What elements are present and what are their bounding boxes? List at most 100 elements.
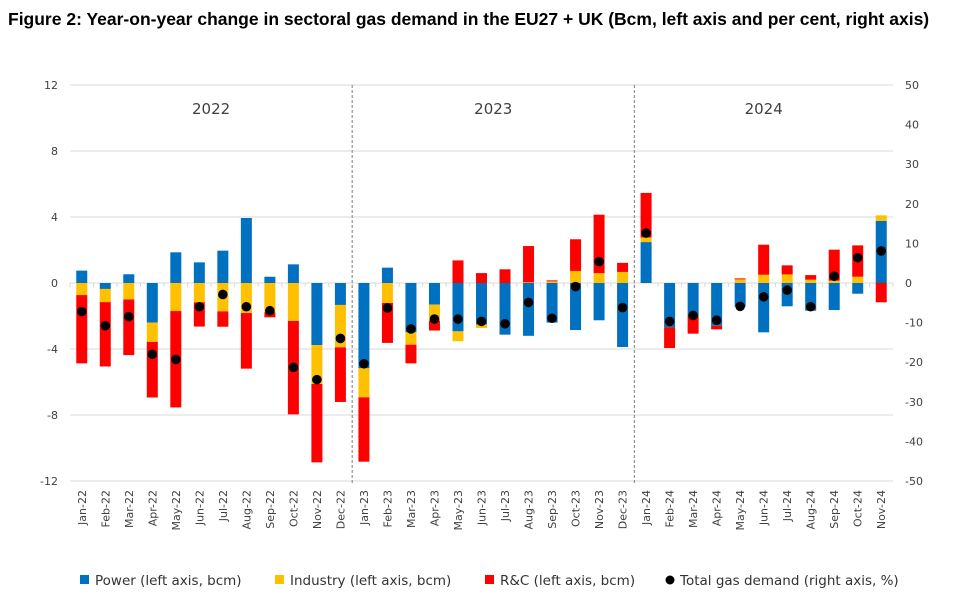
- legend-marker-total: [665, 575, 675, 585]
- x-axis-tick-label: Dec-22: [334, 490, 347, 529]
- left-axis-tick-label: 0: [51, 277, 58, 290]
- bar-rc: [711, 325, 723, 330]
- bar-power: [546, 283, 558, 323]
- bar-industry: [240, 283, 252, 314]
- x-axis-tick-label: May-22: [170, 490, 183, 531]
- bar-power: [805, 283, 817, 311]
- bar-industry: [76, 283, 88, 296]
- x-axis-tick-label: May-23: [452, 490, 465, 531]
- bar-industry: [170, 283, 182, 312]
- bar-power: [734, 283, 746, 307]
- bar-industry: [358, 368, 370, 398]
- bar-industry: [593, 273, 605, 283]
- right-axis-tick-label: -10: [905, 317, 923, 330]
- total-demand-point: [711, 315, 722, 326]
- year-label: 2024: [745, 100, 783, 118]
- x-axis-tick-label: Sep-23: [546, 490, 559, 529]
- total-demand-point: [194, 301, 205, 312]
- bar-industry: [405, 332, 417, 345]
- bar-rc: [640, 192, 652, 238]
- total-demand-point: [829, 271, 840, 282]
- x-axis-tick-label: Mar-22: [123, 490, 136, 528]
- bar-rc: [828, 249, 840, 281]
- legend-label: Total gas demand (right axis, %): [679, 573, 899, 589]
- bar-industry: [381, 283, 393, 303]
- bar-industry: [428, 304, 440, 321]
- bar-power: [311, 283, 323, 346]
- right-axis-tick-label: -40: [905, 435, 923, 448]
- bar-rc: [217, 311, 229, 327]
- total-demand-point: [805, 301, 816, 312]
- bar-rc: [334, 347, 346, 402]
- x-axis-tick-label: Mar-23: [405, 490, 418, 528]
- bar-power: [381, 267, 393, 283]
- bar-power: [99, 283, 111, 289]
- right-axis-tick-label: 30: [905, 158, 919, 171]
- bar-power: [358, 283, 370, 369]
- bar-rc: [546, 280, 558, 282]
- left-axis-tick-label: 8: [51, 145, 58, 158]
- x-axis-tick-label: Sep-22: [264, 490, 277, 529]
- x-axis-tick-label: Jan-24: [640, 490, 653, 526]
- x-axis-tick-label: Nov-23: [593, 490, 606, 529]
- x-axis-tick-label: Aug-24: [805, 490, 818, 529]
- right-axis-tick-label: 20: [905, 198, 919, 211]
- bar-power: [593, 283, 605, 321]
- bar-rc: [381, 302, 393, 343]
- total-demand-point: [100, 320, 111, 331]
- total-demand-point: [547, 313, 557, 324]
- bar-power: [640, 242, 652, 283]
- bar-rc: [593, 214, 605, 274]
- x-axis-tick-label: Mar-24: [687, 490, 700, 528]
- total-demand-point: [641, 228, 651, 238]
- x-axis-tick-label: Jul-24: [781, 490, 794, 522]
- total-demand-point: [594, 256, 604, 267]
- total-demand-point: [335, 333, 346, 344]
- total-demand-point: [735, 301, 745, 312]
- bar-rc: [499, 269, 511, 283]
- x-axis-tick-label: Jun-22: [193, 490, 206, 526]
- bar-power: [217, 250, 229, 283]
- total-demand-point: [123, 311, 134, 322]
- bar-rc: [617, 262, 629, 272]
- bar-power: [758, 283, 770, 333]
- bar-industry: [99, 288, 111, 303]
- bar-industry: [828, 280, 840, 283]
- total-demand-point: [617, 302, 628, 313]
- bar-rc: [123, 299, 135, 356]
- year-label: 2022: [192, 100, 230, 118]
- total-demand-point: [241, 301, 252, 312]
- total-demand-point: [876, 246, 887, 256]
- total-demand-point: [523, 297, 534, 308]
- bar-rc: [452, 260, 464, 283]
- bar-industry: [123, 283, 135, 300]
- bar-power: [452, 283, 464, 332]
- x-axis-tick-label: Jun-23: [476, 490, 489, 526]
- bar-rc: [358, 397, 370, 462]
- legend-marker: [80, 575, 89, 584]
- bar-power: [617, 283, 629, 348]
- bar-industry: [264, 283, 276, 313]
- legend-marker: [275, 575, 284, 584]
- right-axis-tick-label: -50: [905, 475, 923, 488]
- bar-industry: [617, 271, 629, 283]
- bar-power: [476, 283, 487, 325]
- year-label: 2023: [474, 100, 512, 118]
- bar-rc: [405, 344, 417, 364]
- total-demand-point: [406, 324, 416, 334]
- bar-power: [687, 283, 699, 316]
- left-axis-tick-label: -8: [47, 409, 58, 422]
- right-axis-tick-label: 0: [905, 277, 912, 290]
- total-demand-point: [429, 314, 440, 324]
- bar-industry: [311, 345, 323, 384]
- x-axis-tick-label: Apr-22: [146, 490, 159, 526]
- bar-rc: [758, 244, 770, 275]
- total-demand-point: [664, 316, 675, 327]
- x-axis-tick-label: Jan-22: [76, 490, 89, 526]
- total-demand-point: [688, 310, 698, 321]
- total-demand-point: [312, 374, 322, 385]
- bar-rc: [805, 275, 817, 280]
- x-axis-tick-label: Aug-22: [240, 490, 253, 529]
- bar-rc: [664, 327, 676, 349]
- total-demand-point: [218, 289, 228, 300]
